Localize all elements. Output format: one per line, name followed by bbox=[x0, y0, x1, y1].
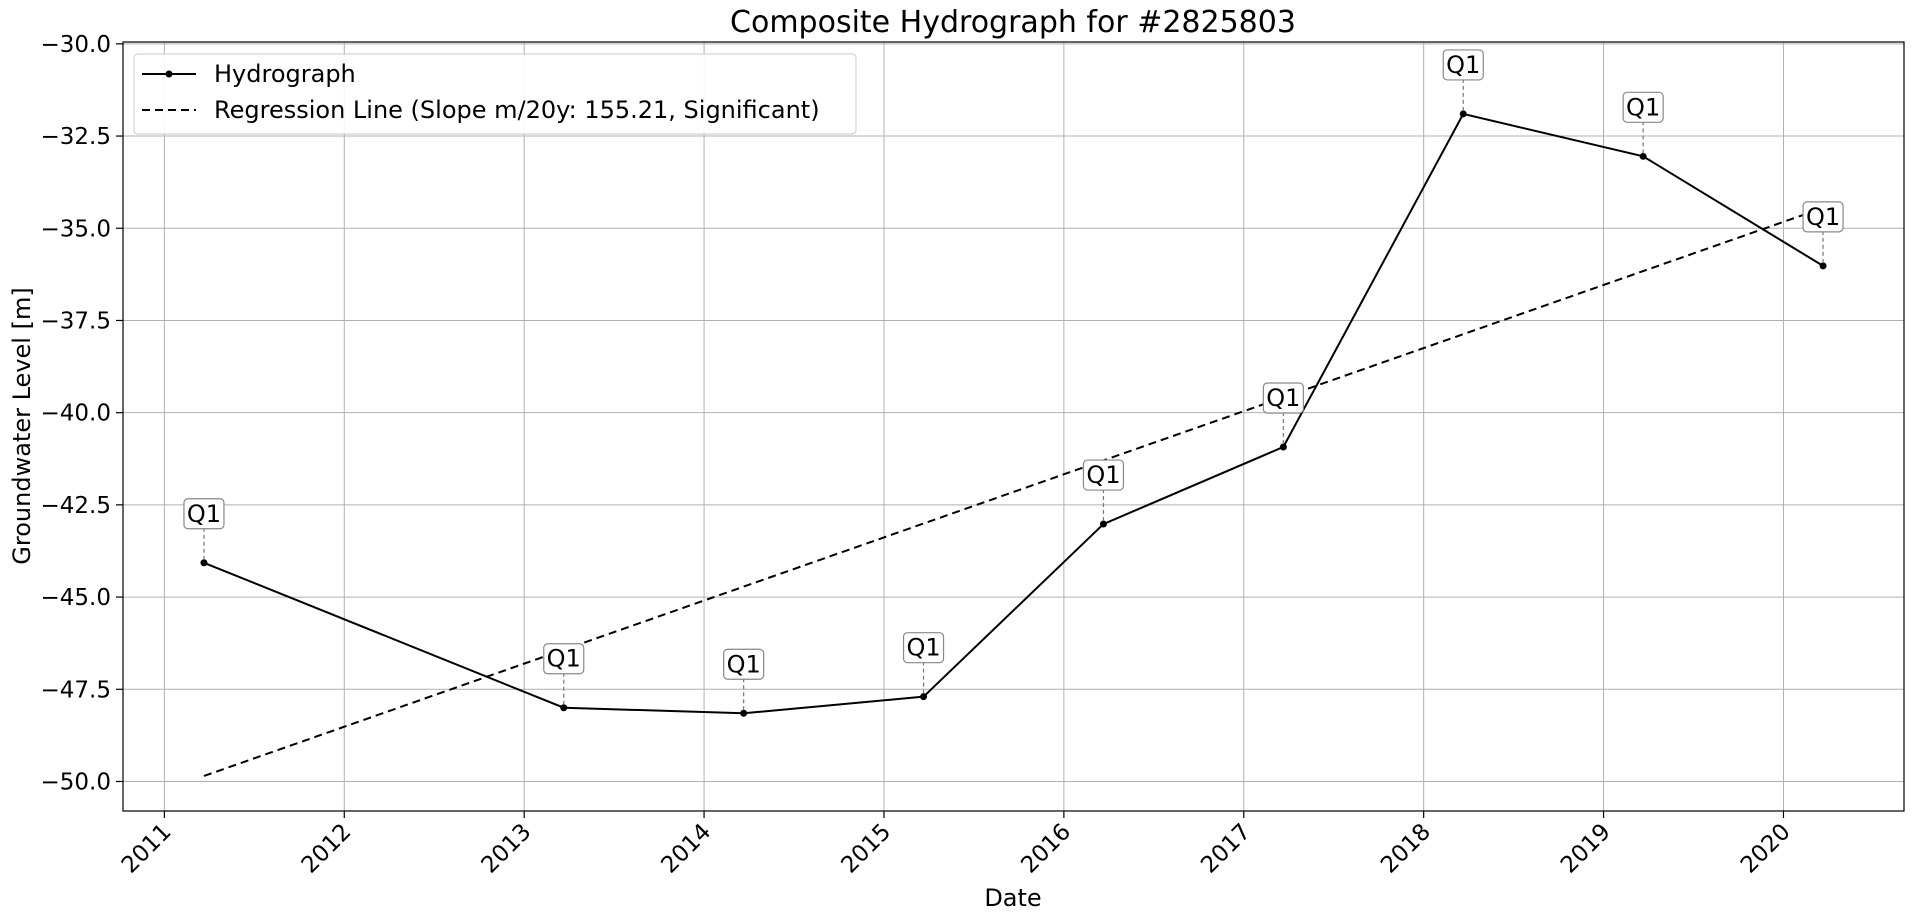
hydrograph-point bbox=[1099, 520, 1107, 528]
plot-area bbox=[200, 110, 1827, 777]
legend-hydrograph-marker bbox=[165, 70, 173, 78]
hydrograph-line bbox=[203, 112, 1824, 715]
y-tick-label: −47.5 bbox=[41, 677, 111, 703]
annotation-box bbox=[902, 632, 945, 664]
x-tick-label: 2013 bbox=[477, 819, 537, 879]
hydrograph-point bbox=[920, 693, 928, 701]
legend-frame bbox=[133, 53, 857, 135]
x-tick-label: 2018 bbox=[1376, 819, 1436, 879]
annotation-label: Q1 bbox=[906, 634, 940, 662]
hydrograph-point bbox=[1819, 262, 1827, 270]
annotation-box bbox=[543, 643, 585, 675]
y-tick-label: −50.0 bbox=[41, 769, 111, 795]
hydrograph-point bbox=[1639, 152, 1647, 160]
y-tick-label: −35.0 bbox=[41, 216, 111, 242]
x-axis-title: Date bbox=[984, 884, 1041, 912]
grid bbox=[123, 42, 1904, 811]
y-axis-title: Groundwater Level [m] bbox=[8, 287, 36, 564]
annotation-box bbox=[1622, 91, 1664, 123]
annotation-box bbox=[1442, 49, 1484, 81]
y-tick-label: −30.0 bbox=[41, 32, 111, 58]
annotation-box bbox=[183, 498, 225, 530]
x-tick-label: 2011 bbox=[117, 819, 177, 879]
x-tick-label: 2019 bbox=[1556, 819, 1616, 879]
hydrograph-point bbox=[200, 559, 208, 567]
x-axis-ticks: 2011 2012 2013 2014 2015 2016 2017 2018 2019 2020 bbox=[117, 811, 1796, 879]
y-tick-label: −42.5 bbox=[41, 493, 111, 519]
x-tick-label: 2015 bbox=[836, 819, 896, 879]
x-tick-label: 2012 bbox=[297, 819, 357, 879]
x-tick-label: 2014 bbox=[657, 819, 717, 879]
legend: Hydrograph Regression Line (Slope m/20y:… bbox=[133, 53, 857, 135]
y-tick-label: −40.0 bbox=[41, 401, 111, 427]
annotation-label: Q1 bbox=[1626, 93, 1660, 121]
annotation-label: Q1 bbox=[1086, 461, 1120, 489]
regression-line bbox=[203, 207, 1824, 777]
x-tick-label: 2020 bbox=[1736, 819, 1796, 879]
hydrograph-point bbox=[740, 709, 748, 717]
hydrograph-point bbox=[560, 704, 568, 712]
annotation-label: Q1 bbox=[547, 645, 581, 673]
annotation-label: Q1 bbox=[1266, 384, 1300, 412]
annotation-box bbox=[723, 648, 765, 680]
y-axis-ticks: −50.0 −47.5 −45.0 −42.5 −40.0 −37.5 −35.0 −32.5… bbox=[41, 32, 123, 795]
annotation-box bbox=[1082, 459, 1125, 491]
point-annotations: Q1 Q1 Q1 Q1 Q1 Q1 Q1 Q1 Q1 bbox=[183, 49, 1844, 711]
x-tick-label: 2017 bbox=[1196, 819, 1256, 879]
annotation-label: Q1 bbox=[1446, 51, 1480, 79]
hydrograph-point bbox=[1279, 443, 1287, 451]
chart-title: Composite Hydrograph for #2825803 bbox=[730, 5, 1296, 40]
legend-hydrograph-label: Hydrograph bbox=[214, 60, 356, 88]
axes-frame bbox=[122, 41, 1905, 812]
hydrograph-point bbox=[1459, 110, 1467, 118]
annotation-label: Q1 bbox=[1806, 203, 1840, 231]
y-tick-label: −32.5 bbox=[41, 124, 111, 150]
x-tick-label: 2016 bbox=[1016, 819, 1076, 879]
annotation-box bbox=[1802, 201, 1844, 233]
y-tick-label: −37.5 bbox=[41, 308, 111, 334]
y-tick-label: −45.0 bbox=[41, 585, 111, 611]
annotation-box bbox=[1262, 382, 1304, 414]
legend-regression-label: Regression Line (Slope m/20y: 155.21, Si… bbox=[214, 96, 820, 124]
annotation-label: Q1 bbox=[727, 650, 761, 678]
annotation-label: Q1 bbox=[187, 500, 221, 528]
